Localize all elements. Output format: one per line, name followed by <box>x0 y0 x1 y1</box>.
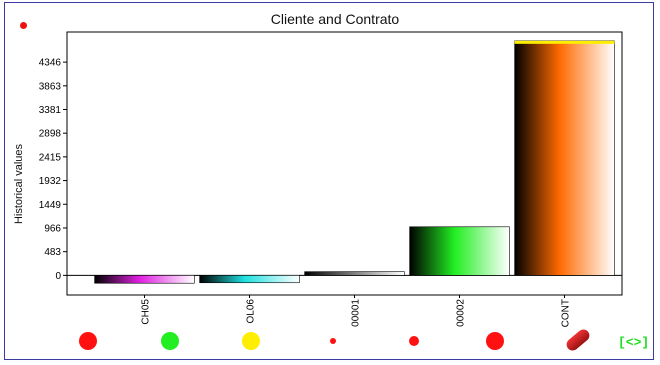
y-tick-label: 1932 <box>39 176 62 187</box>
category-label: CH05 <box>141 299 152 325</box>
y-tick-label: 483 <box>44 247 61 258</box>
yellow-dot-icon[interactable] <box>242 332 260 350</box>
nav-toggle-button[interactable]: [<>] <box>618 335 650 350</box>
chart-title: Cliente and Contrato <box>271 11 400 27</box>
bar-cont[interactable] <box>514 40 615 276</box>
y-tick-label: 2415 <box>39 152 62 163</box>
status-dot <box>20 22 27 29</box>
y-tick-label: 4346 <box>39 58 62 69</box>
y-tick-label: 0 <box>55 271 61 282</box>
y-axis-title: Historical values <box>13 143 25 224</box>
green-dot-icon[interactable] <box>161 332 179 350</box>
y-tick-label: 966 <box>44 223 61 234</box>
bar-00002[interactable] <box>409 226 510 276</box>
bar-00001[interactable] <box>304 271 405 276</box>
bar-ol06[interactable] <box>199 275 300 284</box>
category-label: OL06 <box>246 299 257 324</box>
red-dot-2-icon[interactable] <box>486 332 504 350</box>
bar-ch05[interactable] <box>94 275 195 284</box>
category-label: CONT <box>561 299 572 327</box>
y-tick-label: 2898 <box>39 129 62 140</box>
medium-red-dot-icon[interactable] <box>409 336 419 346</box>
bar-cap-highlight <box>514 40 615 44</box>
y-tick-label: 3381 <box>39 105 62 116</box>
category-labels: CH05 OL06 00001 00002 CONT <box>141 295 572 327</box>
category-label: 00002 <box>456 299 467 327</box>
small-red-dot-icon[interactable] <box>330 338 336 344</box>
category-label: 00001 <box>351 299 362 327</box>
bars <box>94 40 615 284</box>
red-dot-icon[interactable] <box>79 332 97 350</box>
y-tick-label: 3863 <box>39 81 62 92</box>
y-tick-label: 1449 <box>39 200 62 211</box>
